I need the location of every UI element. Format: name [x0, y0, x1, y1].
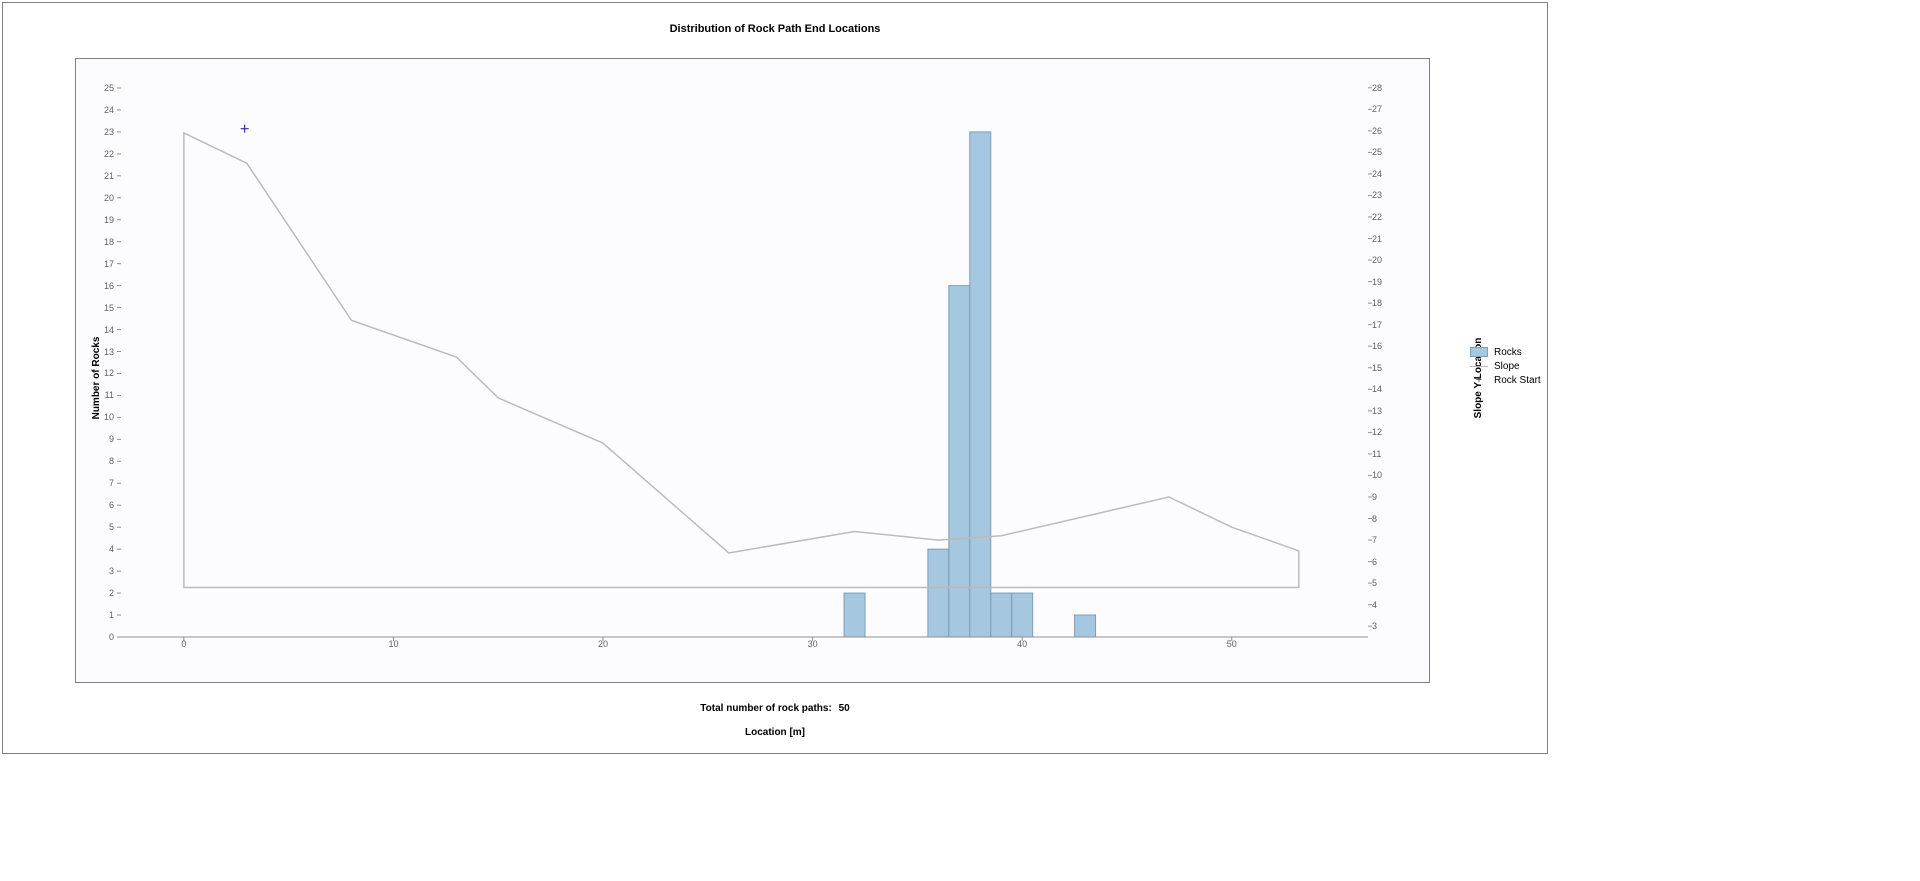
- legend-item-rock-start: + Rock Start: [1470, 373, 1541, 387]
- legend-label: Rocks: [1494, 347, 1522, 358]
- footer-text: Total number of rock paths: 50: [3, 703, 1547, 714]
- legend: Rocks Slope + Rock Start: [1470, 345, 1541, 387]
- legend-line-icon: [1470, 366, 1488, 367]
- chart-frame: Distribution of Rock Path End Locations …: [2, 2, 1548, 754]
- legend-label: Rock Start: [1494, 375, 1541, 386]
- footer-value: 50: [839, 703, 850, 714]
- legend-swatch-icon: [1470, 347, 1488, 357]
- footer-label: Total number of rock paths:: [700, 703, 832, 714]
- plot-area: 0102030405001234567891011121314151617181…: [75, 58, 1430, 683]
- legend-label: Slope: [1494, 361, 1520, 372]
- chart-svg: [76, 59, 1431, 684]
- legend-item-rocks: Rocks: [1470, 345, 1541, 359]
- y-left-axis-label: Number of Rocks: [91, 337, 102, 420]
- chart-title: Distribution of Rock Path End Locations: [3, 23, 1547, 35]
- legend-cross-icon: +: [1470, 376, 1488, 384]
- legend-item-slope: Slope: [1470, 359, 1541, 373]
- x-axis-label: Location [m]: [3, 727, 1547, 738]
